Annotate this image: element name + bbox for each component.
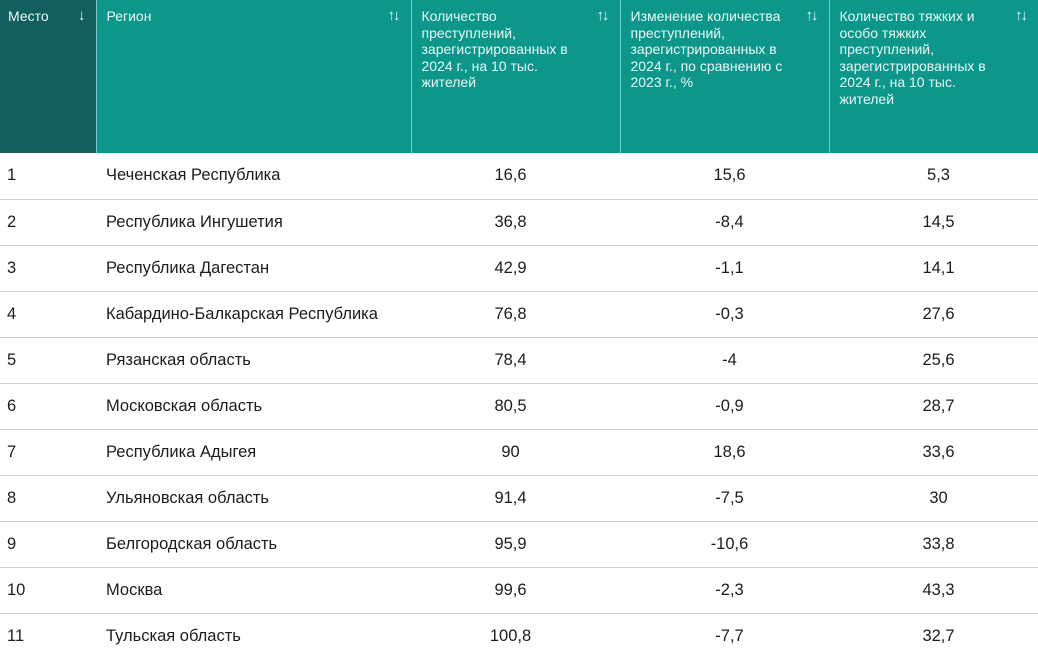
column-header-region[interactable]: Регион ↑↓ (96, 0, 412, 153)
cell-crimes: 16,6 (411, 153, 620, 200)
table-header: Место ↓ Регион ↑↓ Количество преступлени… (0, 0, 1038, 153)
column-label-grave: Количество тяжких и особо тяжких преступ… (839, 8, 986, 107)
cell-change: -10,6 (620, 521, 829, 568)
cell-change: -2,3 (620, 567, 829, 614)
sort-toggle-icon[interactable]: ↑↓ (596, 7, 610, 24)
cell-grave: 5,3 (829, 153, 1038, 200)
cell-grave: 30 (829, 475, 1038, 522)
cell-region: Белгородская область (96, 521, 411, 568)
table-row: 8 Ульяновская область 91,4 -7,5 30 (0, 475, 1038, 522)
cell-rank: 5 (0, 337, 96, 384)
cell-crimes: 91,4 (411, 475, 620, 522)
table-row: 10 Москва 99,6 -2,3 43,3 (0, 567, 1038, 614)
cell-region: Республика Дагестан (96, 245, 411, 292)
cell-rank: 7 (0, 429, 96, 476)
cell-grave: 27,6 (829, 291, 1038, 338)
cell-region: Кабардино-Балкарская Республика (96, 291, 411, 338)
column-header-change[interactable]: Изменение количества преступлений, зарег… (620, 0, 830, 153)
table-row: 11 Тульская область 100,8 -7,7 32,7 (0, 613, 1038, 659)
cell-change: 15,6 (620, 153, 829, 200)
sort-toggle-icon[interactable]: ↑↓ (805, 7, 819, 24)
cell-rank: 6 (0, 383, 96, 430)
table-row: 6 Московская область 80,5 -0,9 28,7 (0, 383, 1038, 430)
cell-grave: 33,6 (829, 429, 1038, 476)
cell-crimes: 95,9 (411, 521, 620, 568)
cell-crimes: 80,5 (411, 383, 620, 430)
table-row: 2 Республика Ингушетия 36,8 -8,4 14,5 (0, 199, 1038, 246)
column-label-rank: Место (8, 8, 49, 24)
cell-rank: 2 (0, 199, 96, 246)
table-row: 4 Кабардино-Балкарская Республика 76,8 -… (0, 291, 1038, 338)
cell-crimes: 99,6 (411, 567, 620, 614)
header-row: Место ↓ Регион ↑↓ Количество преступлени… (0, 0, 1038, 153)
column-header-grave[interactable]: Количество тяжких и особо тяжких преступ… (829, 0, 1038, 153)
cell-region: Московская область (96, 383, 411, 430)
column-label-change: Изменение количества преступлений, зарег… (630, 8, 783, 90)
table-row: 7 Республика Адыгея 90 18,6 33,6 (0, 429, 1038, 476)
cell-rank: 4 (0, 291, 96, 338)
cell-crimes: 76,8 (411, 291, 620, 338)
column-label-region: Регион (106, 8, 152, 24)
table-row: 5 Рязанская область 78,4 -4 25,6 (0, 337, 1038, 384)
cell-crimes: 100,8 (489, 626, 532, 645)
cell-grave: 43,3 (829, 567, 1038, 614)
cell-grave: 14,5 (829, 199, 1038, 246)
sort-descending-icon[interactable]: ↓ (78, 7, 85, 24)
column-header-rank[interactable]: Место ↓ (0, 0, 97, 153)
table-row: 9 Белгородская область 95,9 -10,6 33,8 (0, 521, 1038, 568)
cell-region: Республика Ингушетия (96, 199, 411, 246)
cell-change: -1,1 (620, 245, 829, 292)
cell-region: Тульская область (106, 626, 241, 645)
cell-change: -0,3 (620, 291, 829, 338)
cell-rank: 8 (0, 475, 96, 522)
sort-toggle-icon[interactable]: ↑↓ (387, 7, 401, 24)
cell-region: Москва (96, 567, 411, 614)
cell-change: -7,7 (715, 626, 744, 645)
cell-rank: 10 (0, 567, 96, 614)
cell-crimes: 36,8 (411, 199, 620, 246)
cell-crimes: 78,4 (411, 337, 620, 384)
table-row: 3 Республика Дагестан 42,9 -1,1 14,1 (0, 245, 1038, 292)
cell-rank: 3 (0, 245, 96, 292)
cell-grave: 14,1 (829, 245, 1038, 292)
table-row: 1 Чеченская Республика 16,6 15,6 5,3 (0, 153, 1038, 200)
cell-rank: 1 (0, 153, 96, 200)
cell-grave: 28,7 (829, 383, 1038, 430)
column-label-crimes: Количество преступлений, зарегистрирован… (421, 8, 568, 90)
cell-change: -7,5 (620, 475, 829, 522)
cell-change: -4 (620, 337, 829, 384)
table-body: 1 Чеченская Республика 16,6 15,6 5,3 2 Р… (0, 153, 1038, 659)
cell-rank: 11 (7, 626, 25, 645)
cell-change: -0,9 (620, 383, 829, 430)
cell-change: 18,6 (620, 429, 829, 476)
cell-region: Рязанская область (96, 337, 411, 384)
cell-region: Чеченская Республика (96, 153, 411, 200)
cell-change: -8,4 (620, 199, 829, 246)
cell-grave: 25,6 (829, 337, 1038, 384)
column-header-crimes[interactable]: Количество преступлений, зарегистрирован… (411, 0, 621, 153)
cell-region: Республика Адыгея (96, 429, 411, 476)
cell-grave: 32,7 (922, 626, 955, 645)
sort-toggle-icon[interactable]: ↑↓ (1015, 7, 1028, 24)
cell-rank: 9 (0, 521, 96, 568)
cell-crimes: 42,9 (411, 245, 620, 292)
cell-crimes: 90 (411, 429, 620, 476)
cell-grave: 33,8 (829, 521, 1038, 568)
cell-region: Ульяновская область (96, 475, 411, 522)
